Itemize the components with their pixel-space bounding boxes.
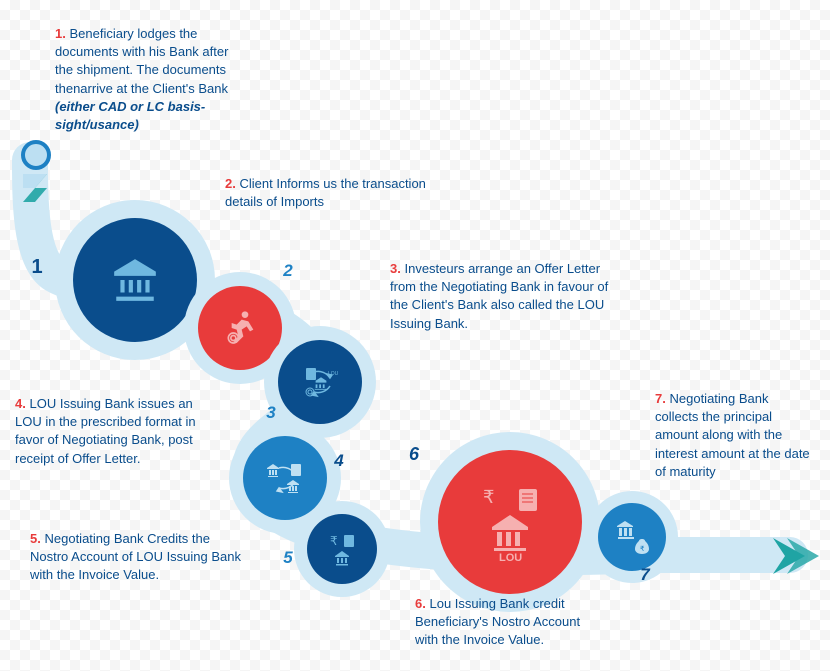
bank-bag-icon: ₹ bbox=[610, 515, 654, 559]
end-arrow bbox=[655, 538, 825, 579]
run-icon bbox=[220, 308, 260, 348]
node-3: LOU bbox=[278, 340, 362, 424]
svg-text:₹: ₹ bbox=[330, 534, 338, 548]
svg-text:₹: ₹ bbox=[640, 545, 645, 553]
caption-2: 2. Client Informs us the transaction det… bbox=[225, 175, 440, 211]
caption-6: 6. Lou Issuing Bank credit Beneficiary's… bbox=[415, 595, 585, 650]
node-7: ₹ bbox=[598, 503, 666, 571]
step-num-1: 1 bbox=[22, 252, 52, 282]
caption-1: 1. Beneficiary lodges the documents with… bbox=[55, 25, 245, 134]
bank-icon bbox=[110, 255, 160, 305]
node-4 bbox=[243, 436, 327, 520]
step-num-2: 2 bbox=[275, 258, 301, 284]
svg-text:LOU: LOU bbox=[499, 552, 522, 564]
node-1 bbox=[73, 218, 197, 342]
caption-4: 4. LOU Issuing Bank issues an LOU in the… bbox=[15, 395, 205, 468]
cycle-icon: LOU bbox=[296, 358, 344, 406]
caption-5: 5. Negotiating Bank Credits the Nostro A… bbox=[30, 530, 245, 585]
step-num-5: 5 bbox=[275, 545, 301, 571]
start-marker bbox=[15, 140, 55, 202]
node-5: ₹ bbox=[307, 514, 377, 584]
svg-text:LOU: LOU bbox=[328, 371, 339, 377]
step-num-6: 6 bbox=[400, 440, 428, 468]
cycle-icon bbox=[261, 454, 309, 502]
caption-7: 7. Negotiating Bank collects the princip… bbox=[655, 390, 810, 481]
pay-icon: ₹ bbox=[322, 529, 362, 569]
node-6: ₹ LOU bbox=[438, 450, 582, 594]
step-num-4: 4 bbox=[326, 448, 352, 474]
lou-icon: ₹ LOU bbox=[465, 477, 555, 567]
svg-text:₹: ₹ bbox=[483, 487, 494, 507]
caption-3: 3. Investeurs arrange an Offer Letter fr… bbox=[390, 260, 620, 333]
step-num-7: 7 bbox=[632, 562, 658, 588]
